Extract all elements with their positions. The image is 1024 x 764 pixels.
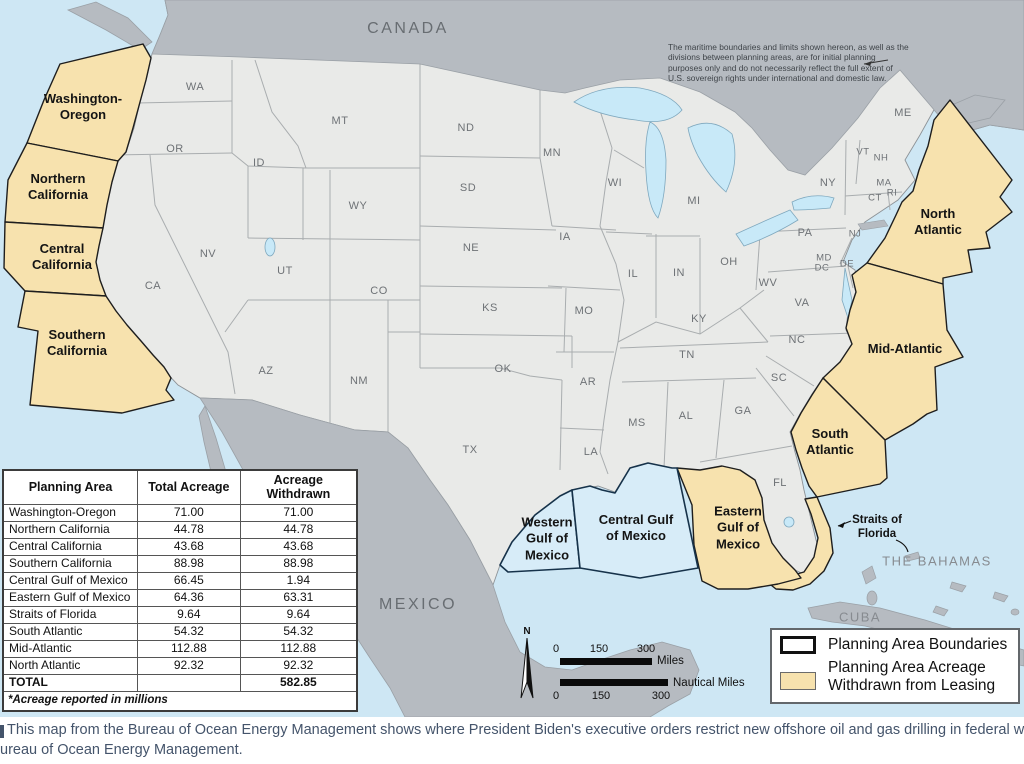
caption-area: This map from the Bureau of Ocean Energy… [0, 717, 1024, 764]
table-row: Central California 43.68 43.68 [2, 537, 358, 556]
legend-item-boundaries: Planning Area Boundaries [780, 636, 1010, 654]
scale-bars [560, 658, 668, 686]
nautical-miles-unit-label: Nautical Miles [673, 677, 745, 689]
col-header-planning-area: Planning Area [2, 469, 139, 505]
table-row: Eastern Gulf of Mexico 64.36 63.31 [2, 588, 358, 607]
straits-leader-line [837, 520, 909, 553]
table-footnote: *Acreage reported in millions [2, 690, 358, 712]
table-row: Central Gulf of Mexico 66.45 1.94 [2, 571, 358, 590]
acreage-table: Planning Area Total Acreage Acreage With… [2, 469, 358, 712]
cropped-glyph-fragment [0, 725, 4, 738]
maritime-boundary-pointer [863, 59, 889, 66]
maritime-disclaimer-text: The maritime boundaries and limits shown… [668, 42, 909, 84]
legend-label-boundaries: Planning Area Boundaries [828, 636, 1008, 654]
scale-tick: 300 [636, 643, 656, 655]
area-eastern-gulf [676, 465, 802, 590]
table-row: North Atlantic 92.32 92.32 [2, 656, 358, 675]
area-central-gulf [571, 462, 699, 579]
scale-tick: 150 [589, 643, 609, 655]
table-row: Mid-Atlantic 112.88 112.88 [2, 639, 358, 658]
great-salt-lake [264, 237, 276, 257]
boundary-planning-areas [499, 462, 699, 579]
lake-okeechobee [783, 516, 795, 528]
col-header-total-acreage: Total Acreage [137, 469, 241, 505]
bahamas-islands [861, 551, 1020, 617]
scale-tick: 300 [651, 690, 671, 702]
area-washington-oregon [26, 43, 152, 162]
north-arrow-icon [520, 637, 534, 699]
withdrawn-swatch-icon [780, 671, 816, 690]
table-row: South Atlantic 54.32 54.32 [2, 622, 358, 641]
table-total-row: TOTAL 582.85 [2, 673, 358, 692]
vancouver-island [66, 1, 153, 51]
col-header-acreage-withdrawn: Acreage Withdrawn [239, 469, 358, 505]
legend-item-withdrawn: Planning Area Acreage Withdrawn from Lea… [780, 659, 1010, 695]
table-row: Northern California 44.78 44.78 [2, 520, 358, 539]
table-row: Straits of Florida 9.64 9.64 [2, 605, 358, 624]
area-northern-california [4, 142, 119, 229]
area-southern-california [17, 290, 175, 414]
boundary-swatch-icon [780, 636, 816, 654]
table-row: Southern California 88.98 88.98 [2, 554, 358, 573]
legend-label-withdrawn: Planning Area Acreage Withdrawn from Lea… [828, 659, 996, 694]
miles-unit-label: Miles [657, 655, 684, 667]
scale-tick: 0 [552, 643, 560, 655]
scale-tick: 0 [552, 690, 560, 702]
area-south-atlantic [790, 377, 888, 498]
great-lakes [264, 86, 853, 528]
scale-tick: 150 [591, 690, 611, 702]
table-row: Washington-Oregon 71.00 71.00 [2, 503, 358, 522]
area-central-california [3, 221, 107, 297]
caption-credit-line: ureau of Ocean Energy Management. [0, 742, 243, 758]
withdrawn-planning-areas [3, 43, 1013, 591]
map-legend: Planning Area Boundaries Planning Area A… [770, 628, 1020, 704]
state-boundaries [111, 59, 903, 475]
long-island [857, 219, 889, 231]
boem-planning-area-map: The maritime boundaries and limits shown… [0, 0, 1024, 717]
north-label: N [523, 626, 531, 637]
caption-line-1: This map from the Bureau of Ocean Energy… [7, 722, 1024, 738]
